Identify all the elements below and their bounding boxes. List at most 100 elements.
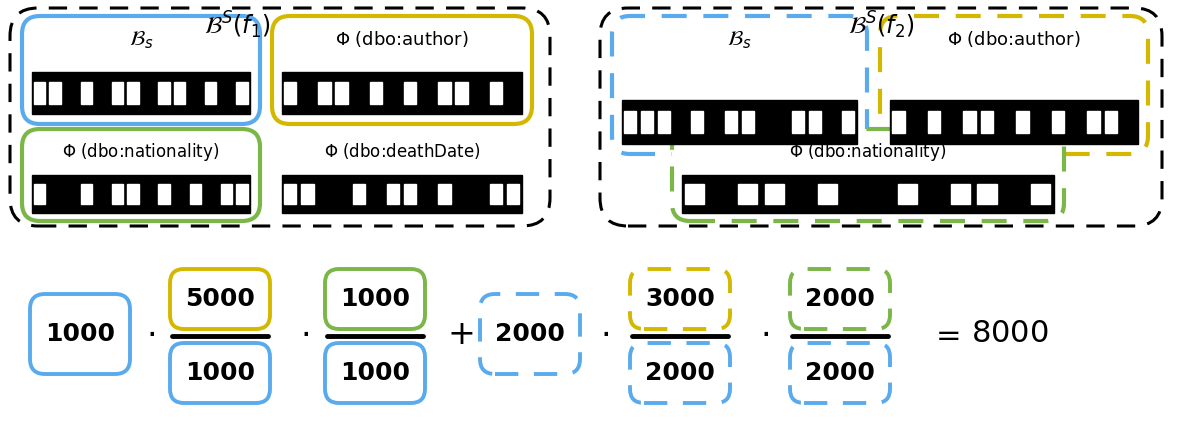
- Bar: [1051, 111, 1064, 133]
- Bar: [898, 184, 917, 204]
- Bar: [742, 111, 753, 133]
- Bar: [159, 184, 169, 204]
- Text: $\mathcal{B}^S(f_2)$: $\mathcal{B}^S(f_2)$: [847, 10, 915, 41]
- Bar: [370, 82, 383, 104]
- Bar: [765, 184, 784, 204]
- Bar: [1088, 111, 1099, 133]
- Bar: [1016, 111, 1029, 133]
- Bar: [681, 175, 1053, 213]
- Bar: [205, 82, 217, 104]
- Text: $\Phi$ (dbo:deathDate): $\Phi$ (dbo:deathDate): [324, 141, 480, 161]
- Bar: [1105, 111, 1117, 133]
- Text: $\Phi$ (dbo:nationality): $\Phi$ (dbo:nationality): [62, 141, 220, 163]
- Bar: [890, 100, 1138, 144]
- Bar: [189, 184, 201, 204]
- Text: 1000: 1000: [340, 287, 410, 311]
- FancyBboxPatch shape: [22, 16, 260, 124]
- FancyBboxPatch shape: [790, 269, 890, 329]
- FancyBboxPatch shape: [630, 343, 730, 403]
- Bar: [738, 184, 758, 204]
- Text: $\Phi$ (dbo:author): $\Phi$ (dbo:author): [335, 29, 468, 49]
- Bar: [32, 72, 250, 114]
- Bar: [980, 111, 993, 133]
- Bar: [34, 184, 45, 204]
- Bar: [159, 82, 169, 104]
- Bar: [490, 184, 503, 204]
- Text: $+$: $+$: [447, 318, 473, 351]
- Bar: [438, 184, 451, 204]
- Text: 5000: 5000: [185, 287, 255, 311]
- Text: $=$: $=$: [930, 319, 960, 349]
- FancyBboxPatch shape: [612, 16, 867, 154]
- FancyBboxPatch shape: [480, 294, 580, 374]
- Text: $\mathcal{B}^S(f_1)$: $\mathcal{B}^S(f_1)$: [204, 10, 270, 41]
- Text: $8000$: $8000$: [971, 319, 1049, 349]
- Bar: [843, 111, 855, 133]
- Bar: [387, 184, 399, 204]
- Bar: [112, 82, 122, 104]
- Bar: [977, 184, 997, 204]
- Bar: [404, 184, 417, 204]
- FancyBboxPatch shape: [325, 269, 425, 329]
- FancyBboxPatch shape: [29, 294, 129, 374]
- Bar: [112, 184, 122, 204]
- Bar: [284, 184, 297, 204]
- Bar: [34, 82, 45, 104]
- Bar: [32, 175, 250, 213]
- Bar: [49, 82, 61, 104]
- Text: 2000: 2000: [805, 287, 875, 311]
- FancyBboxPatch shape: [880, 16, 1148, 154]
- Bar: [490, 82, 503, 104]
- Text: $\cdot$: $\cdot$: [146, 318, 154, 351]
- Bar: [691, 111, 703, 133]
- Bar: [221, 184, 232, 204]
- Bar: [818, 184, 837, 204]
- FancyBboxPatch shape: [790, 343, 890, 403]
- FancyBboxPatch shape: [169, 269, 270, 329]
- Bar: [282, 72, 523, 114]
- Bar: [792, 111, 804, 133]
- Text: $\cdot$: $\cdot$: [760, 318, 770, 351]
- FancyBboxPatch shape: [272, 16, 532, 124]
- FancyBboxPatch shape: [630, 269, 730, 329]
- Bar: [301, 184, 313, 204]
- Bar: [640, 111, 653, 133]
- Text: $\mathcal{B}_s$: $\mathcal{B}_s$: [727, 29, 752, 51]
- FancyBboxPatch shape: [672, 129, 1064, 221]
- Bar: [725, 111, 737, 133]
- Bar: [404, 82, 417, 104]
- Bar: [127, 82, 139, 104]
- Bar: [318, 82, 331, 104]
- FancyBboxPatch shape: [169, 343, 270, 403]
- Text: 2000: 2000: [496, 322, 565, 346]
- Text: $\Phi$ (dbo:nationality): $\Phi$ (dbo:nationality): [790, 141, 946, 163]
- Bar: [80, 184, 92, 204]
- Text: $\cdot$: $\cdot$: [600, 318, 610, 351]
- Bar: [353, 184, 365, 204]
- Text: 1000: 1000: [340, 361, 410, 385]
- Bar: [80, 82, 92, 104]
- Text: $\Phi$ (dbo:author): $\Phi$ (dbo:author): [947, 29, 1080, 49]
- Bar: [658, 111, 670, 133]
- Bar: [174, 82, 185, 104]
- Bar: [237, 184, 247, 204]
- Bar: [284, 82, 297, 104]
- Text: 1000: 1000: [45, 322, 115, 346]
- Bar: [335, 82, 348, 104]
- Bar: [1031, 184, 1050, 204]
- Text: 1000: 1000: [185, 361, 255, 385]
- Bar: [237, 82, 247, 104]
- Bar: [438, 82, 451, 104]
- Bar: [809, 111, 820, 133]
- Bar: [963, 111, 976, 133]
- Bar: [685, 184, 704, 204]
- Bar: [621, 100, 857, 144]
- Bar: [927, 111, 940, 133]
- FancyBboxPatch shape: [22, 129, 260, 221]
- Text: $\mathcal{B}_s$: $\mathcal{B}_s$: [128, 29, 153, 51]
- Bar: [951, 184, 970, 204]
- Text: 3000: 3000: [645, 287, 714, 311]
- Bar: [282, 175, 523, 213]
- Bar: [127, 184, 139, 204]
- Text: 2000: 2000: [805, 361, 875, 385]
